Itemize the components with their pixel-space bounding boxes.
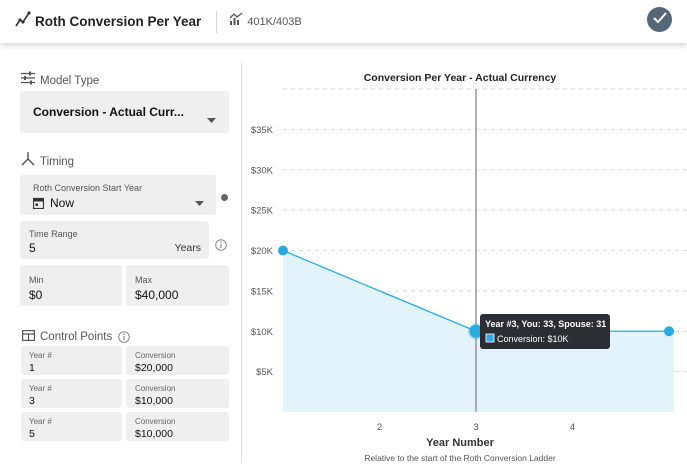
- model-type-value: Conversion - Actual Curr...: [33, 105, 184, 119]
- model-type-label: Model Type: [40, 74, 100, 87]
- growth-chart-icon: [229, 12, 243, 31]
- caret-down-icon: [195, 193, 204, 211]
- y-tick-label: $5K: [256, 367, 274, 378]
- timing-section: Timing: [21, 152, 74, 171]
- year-value: 5: [29, 428, 35, 440]
- start-year-value: Now: [50, 196, 75, 210]
- control-point-conversion-field[interactable]: Conversion $10,000: [126, 412, 229, 441]
- x-tick-label: 3: [473, 422, 478, 433]
- conversion-value: $10,000: [135, 395, 173, 407]
- control-point-year-field[interactable]: Year # 3: [21, 379, 122, 408]
- control-point-year-field[interactable]: Year # 1: [21, 346, 122, 375]
- control-point-conversion-field[interactable]: Conversion $10,000: [126, 379, 229, 408]
- table-icon: [22, 328, 36, 346]
- model-type-select[interactable]: Conversion - Actual Curr...: [20, 91, 229, 133]
- conversion-chart: Conversion Per Year - Actual Currency $5…: [242, 43, 687, 471]
- control-points-label: Control Points: [40, 331, 113, 343]
- sliders-icon: [21, 71, 35, 90]
- conversion-value: $10,000: [135, 428, 173, 440]
- max-value: $40,000: [135, 288, 179, 302]
- check-icon: [652, 11, 667, 29]
- x-axis-ticks: 2 3 4: [377, 422, 575, 433]
- max-label: Max: [135, 275, 153, 285]
- start-year-label: Roth Conversion Start Year: [33, 183, 143, 193]
- y-tick-label: $35K: [251, 125, 274, 136]
- max-field[interactable]: Max $40,000: [126, 265, 229, 306]
- chart-title: Conversion Per Year - Actual Currency: [364, 72, 557, 84]
- tooltip-background: [480, 314, 610, 349]
- time-range-field[interactable]: Time Range 5 Years: [20, 221, 209, 259]
- y-tick-label: $25K: [251, 206, 274, 217]
- year-label: Year #: [29, 351, 52, 360]
- conversion-value: $20,000: [135, 362, 173, 374]
- control-point-conversion-field[interactable]: Conversion $20,000: [126, 346, 229, 375]
- y-axis-ticks: $5K $10K $15K $20K $25K $30K $35K: [251, 125, 274, 378]
- account-type-group[interactable]: 401K/403B: [229, 12, 302, 31]
- panel-divider: [241, 63, 242, 463]
- min-value: $0: [29, 288, 43, 302]
- min-field[interactable]: Min $0: [20, 265, 122, 306]
- settings-panel: Model Type Conversion - Actual Curr... T…: [0, 43, 241, 471]
- x-axis-label: Year Number: [426, 437, 495, 449]
- conversion-label: Conversion: [135, 351, 176, 360]
- data-point[interactable]: [278, 245, 288, 256]
- account-type-label: 401K/403B: [247, 15, 302, 28]
- tooltip-series-swatch: [485, 333, 495, 343]
- chart-canvas[interactable]: Conversion Per Year - Actual Currency $5…: [242, 43, 687, 471]
- data-point[interactable]: [469, 324, 483, 338]
- header-title-group: Roth Conversion Per Year: [15, 11, 201, 32]
- tooltip-series-value: Conversion: $10K: [497, 334, 569, 344]
- y-tick-label: $20K: [251, 246, 274, 257]
- calendar-icon: [32, 196, 45, 214]
- timing-fork-icon: [21, 152, 35, 171]
- chart-tooltip: Year #3, You: 33, Spouse: 31 Conversion:…: [480, 314, 610, 349]
- conversion-label: Conversion: [135, 417, 176, 426]
- x-tick-label: 2: [377, 422, 382, 433]
- y-tick-label: $30K: [251, 165, 274, 176]
- control-point-year-field[interactable]: Year # 5: [21, 412, 122, 441]
- year-label: Year #: [29, 417, 52, 426]
- caret-down-icon: [207, 110, 216, 128]
- info-icon[interactable]: [118, 331, 131, 343]
- y-tick-label: $15K: [251, 286, 274, 297]
- status-dot: [221, 194, 228, 201]
- page-title: Roth Conversion Per Year: [35, 14, 202, 29]
- chart-line-icon: [15, 11, 31, 32]
- data-point[interactable]: [664, 326, 674, 337]
- year-value: 1: [29, 362, 35, 374]
- x-axis-subtitle: Relative to the start of the Roth Conver…: [364, 453, 556, 463]
- time-range-unit: Years: [174, 242, 201, 254]
- time-range-value: 5: [29, 241, 36, 255]
- time-range-label: Time Range: [29, 229, 78, 239]
- start-year-select[interactable]: Roth Conversion Start Year Now: [20, 175, 216, 215]
- confirm-button[interactable]: [647, 7, 672, 32]
- x-tick-label: 4: [570, 422, 575, 433]
- min-label: Min: [29, 275, 44, 285]
- control-points-section: Control Points: [22, 328, 131, 346]
- info-icon[interactable]: [215, 238, 227, 256]
- timing-label: Timing: [40, 155, 75, 168]
- year-label: Year #: [29, 384, 52, 393]
- conversion-label: Conversion: [135, 384, 176, 393]
- tooltip-title: Year #3, You: 33, Spouse: 31: [485, 319, 606, 329]
- y-tick-label: $10K: [251, 327, 274, 338]
- year-value: 3: [29, 395, 35, 407]
- app-header: Roth Conversion Per Year 401K/403B: [0, 0, 687, 43]
- header-divider: [216, 10, 218, 33]
- model-type-section: Model Type: [21, 71, 99, 90]
